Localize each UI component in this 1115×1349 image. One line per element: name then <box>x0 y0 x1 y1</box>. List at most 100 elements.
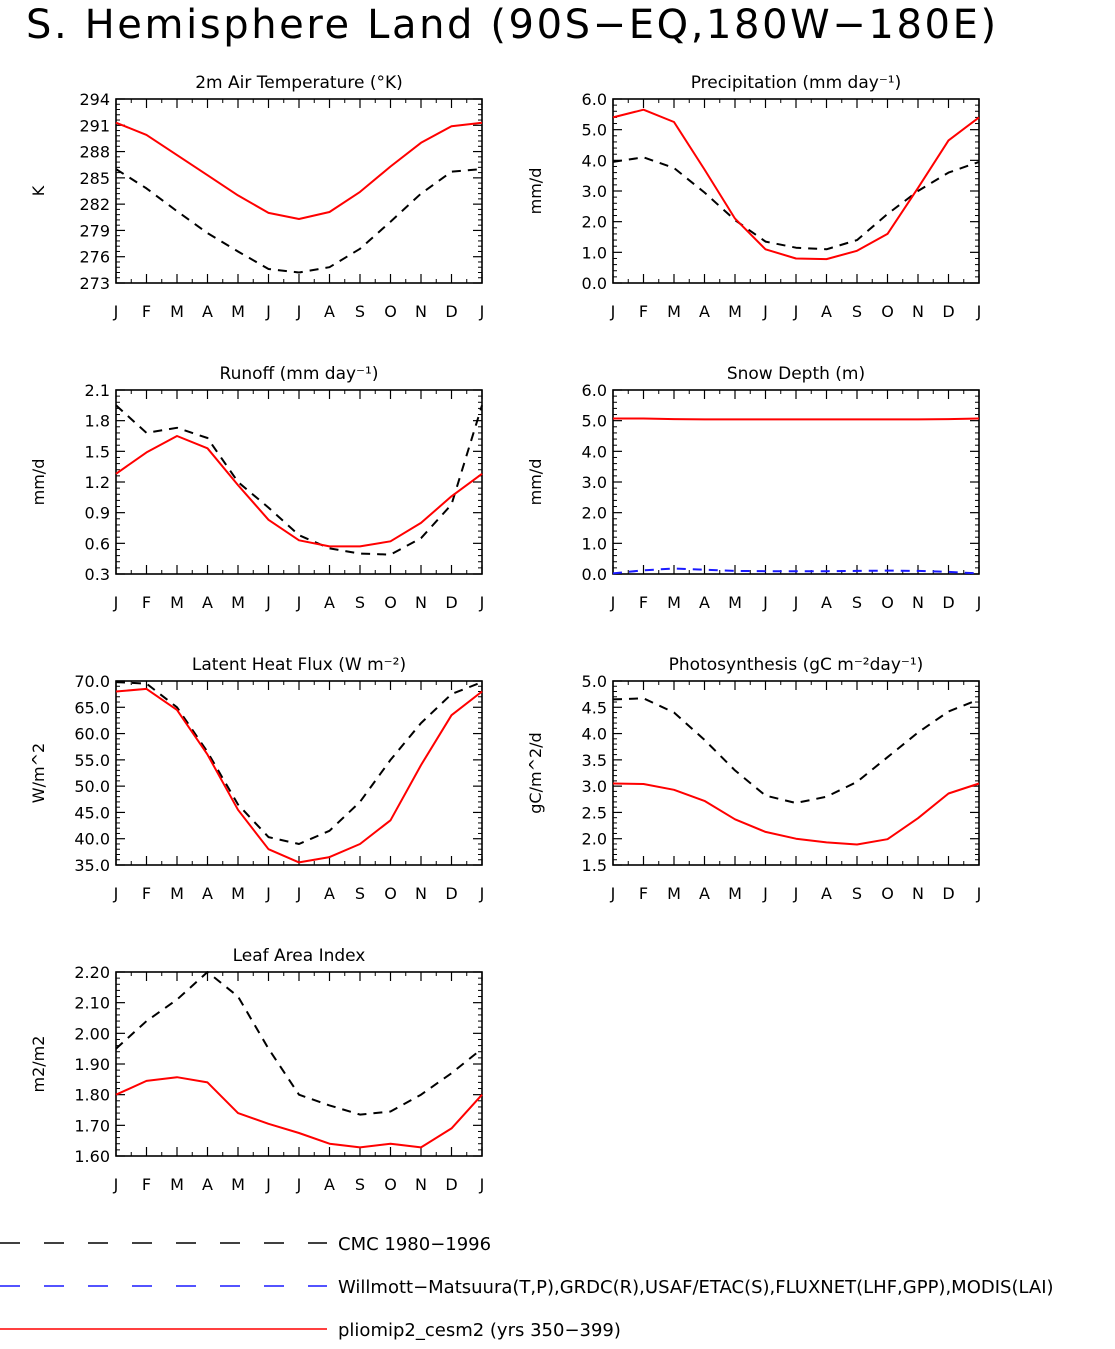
x-tick-label: N <box>415 302 427 321</box>
x-tick-label: M <box>170 593 184 612</box>
y-tick-label: 0.6 <box>85 534 110 553</box>
y-tick-label: 0.9 <box>85 504 110 523</box>
chart-panel: J F M A M J J A S O N D J0.01.02.03.04.05.06.0Precip… <box>526 73 981 321</box>
x-tick-label: F <box>142 302 151 321</box>
y-tick-label: 45.0 <box>74 803 110 822</box>
y-tick-label: 1.80 <box>74 1086 110 1105</box>
y-tick-label: 0.0 <box>582 274 607 293</box>
x-tick-label: M <box>667 593 681 612</box>
y-tick-label: 1.8 <box>85 412 110 431</box>
series-line-model <box>115 435 483 548</box>
x-tick-label: A <box>202 302 213 321</box>
y-tick-label: 294 <box>79 90 110 109</box>
y-tick-label: 3.0 <box>582 182 607 201</box>
plot-frame <box>612 98 980 284</box>
x-tick-label: J <box>762 593 768 612</box>
x-tick-label: A <box>202 884 213 903</box>
series-line-obs <box>115 404 483 556</box>
x-tick-label: M <box>170 1175 184 1194</box>
x-tick-label: J <box>296 593 302 612</box>
x-tick-label: S <box>852 593 862 612</box>
y-tick-label: 65.0 <box>74 698 110 717</box>
x-tick-label: J <box>265 884 271 903</box>
x-tick-label: D <box>445 302 457 321</box>
x-tick-label: A <box>202 593 213 612</box>
x-tick-label: M <box>231 1175 245 1194</box>
x-tick-label: D <box>445 884 457 903</box>
x-tick-label: F <box>142 1175 151 1194</box>
x-tick-label: J <box>296 1175 302 1194</box>
x-tick-label: J <box>976 302 982 321</box>
chart-panel: J F M A M J J A S O N D J2732762792822852882912942m … <box>29 73 484 321</box>
x-tick-label: J <box>113 884 119 903</box>
x-tick-label: J <box>265 302 271 321</box>
x-tick-label: F <box>639 302 648 321</box>
x-tick-label: S <box>355 302 365 321</box>
x-tick-label: D <box>942 884 954 903</box>
x-tick-label: J <box>976 884 982 903</box>
y-tick-label: 5.0 <box>582 121 607 140</box>
y-tick-label: 70.0 <box>74 672 110 691</box>
y-tick-label: 2.1 <box>85 381 110 400</box>
y-tick-label: 4.0 <box>582 151 607 170</box>
y-tick-label: 288 <box>79 143 110 162</box>
y-tick-label: 1.60 <box>74 1147 110 1166</box>
y-tick-label: 1.0 <box>582 534 607 553</box>
y-tick-label: 5.0 <box>582 672 607 691</box>
y-tick-label: 4.0 <box>582 725 607 744</box>
series-line-model <box>612 782 980 846</box>
x-tick-label: J <box>265 1175 271 1194</box>
plot-frame <box>115 389 483 575</box>
y-axis-label: m2/m2 <box>29 1036 48 1093</box>
x-tick-label: J <box>296 884 302 903</box>
x-tick-label: F <box>639 884 648 903</box>
x-tick-label: J <box>610 884 616 903</box>
x-tick-label: J <box>113 593 119 612</box>
chart-title: Leaf Area Index <box>233 946 366 966</box>
chart-panel: J F M A M J J A S O N D J1.52.02.53.03.54.04.55.0Pho… <box>526 655 981 903</box>
y-tick-label: 279 <box>79 221 110 240</box>
y-tick-label: 1.5 <box>85 442 110 461</box>
x-tick-label: M <box>231 593 245 612</box>
x-tick-label: D <box>942 593 954 612</box>
x-tick-label: J <box>479 593 485 612</box>
x-tick-label: O <box>881 302 894 321</box>
x-tick-label: S <box>852 302 862 321</box>
chart-panel: J F M A M J J A S O N D J0.30.60.91.21.51.82.1Runoff… <box>29 364 484 612</box>
y-axis-label: mm/d <box>29 459 48 506</box>
chart-title: Runoff (mm day⁻¹) <box>220 364 379 384</box>
series-line-obs <box>115 681 483 845</box>
series-line-obs <box>612 697 980 804</box>
y-tick-label: 276 <box>79 248 110 267</box>
x-tick-label: M <box>170 302 184 321</box>
x-tick-label: J <box>793 593 799 612</box>
x-tick-label: A <box>821 884 832 903</box>
x-tick-label: J <box>793 302 799 321</box>
chart-title: Precipitation (mm day⁻¹) <box>691 73 902 93</box>
x-tick-label: J <box>479 302 485 321</box>
y-tick-label: 2.00 <box>74 1024 110 1043</box>
x-tick-label: A <box>324 884 335 903</box>
y-tick-label: 1.2 <box>85 473 110 492</box>
x-tick-label: J <box>479 884 485 903</box>
y-tick-label: 35.0 <box>74 856 110 875</box>
series-line-model <box>115 687 483 864</box>
y-tick-label: 282 <box>79 195 110 214</box>
plot-frame <box>115 98 483 284</box>
x-tick-label: S <box>355 1175 365 1194</box>
series-line-alt_obs <box>612 567 980 575</box>
y-axis-label: mm/d <box>526 168 545 215</box>
x-tick-label: M <box>667 884 681 903</box>
x-tick-label: J <box>610 593 616 612</box>
x-tick-label: M <box>231 884 245 903</box>
x-tick-label: O <box>384 302 397 321</box>
y-tick-label: 5.0 <box>582 412 607 431</box>
x-tick-label: N <box>912 593 924 612</box>
x-tick-label: M <box>170 884 184 903</box>
y-tick-label: 55.0 <box>74 751 110 770</box>
chart-title: Photosynthesis (gC m⁻²day⁻¹) <box>669 655 924 675</box>
x-tick-label: N <box>912 884 924 903</box>
x-tick-label: J <box>793 884 799 903</box>
chart-panel: J F M A M J J A S O N D J1.601.701.801.902.002.102.2… <box>29 946 484 1194</box>
plot-frame <box>115 971 483 1157</box>
